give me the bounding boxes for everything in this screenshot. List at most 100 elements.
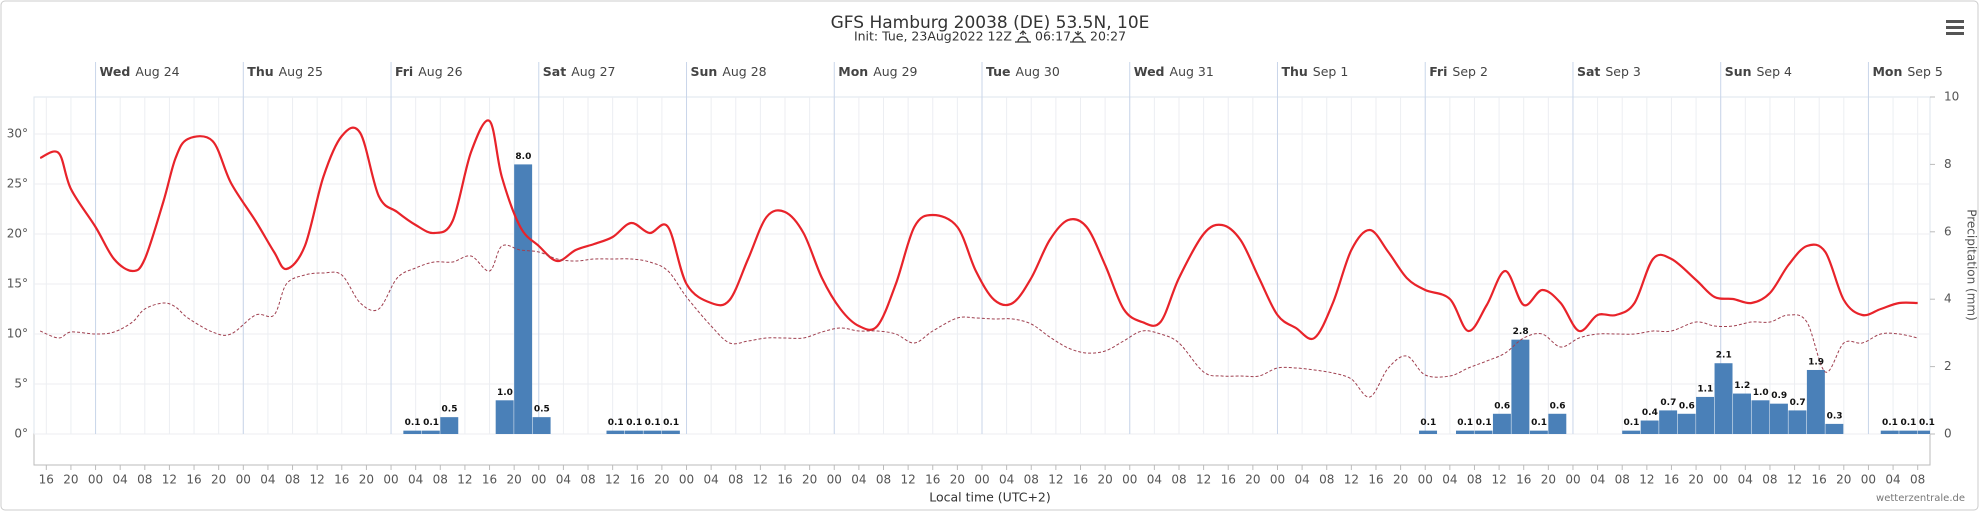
bar-value-label: 2.1 (1716, 351, 1732, 361)
y-tick-label: 15° (7, 277, 28, 291)
bar-value-label: 0.1 (423, 418, 439, 428)
bar-value-label: 0.6 (1550, 401, 1566, 411)
x-tick-label: 12 (162, 473, 177, 487)
day-label: Mon Aug 29 (838, 64, 917, 79)
precip-bar (532, 417, 551, 434)
x-tick-label: 08 (876, 473, 891, 487)
day-label: Sat Sep 3 (1577, 64, 1641, 79)
date: Aug 29 (873, 64, 917, 79)
date: Sep 4 (1757, 64, 1793, 79)
bar-value-label: 0.1 (663, 418, 679, 428)
date: Sep 3 (1605, 64, 1641, 79)
x-tick-label: 00 (383, 473, 398, 487)
precip-bar (1548, 413, 1567, 434)
x-tick-label: 08 (1910, 473, 1925, 487)
date: Aug 28 (722, 64, 766, 79)
bar-value-label: 0.1 (405, 418, 421, 428)
x-tick-label: 12 (753, 473, 768, 487)
menu-button[interactable] (1946, 20, 1964, 35)
bar-value-label: 0.7 (1790, 398, 1806, 408)
y-tick-label: 20° (7, 227, 28, 241)
x-tick-label: 16 (1073, 473, 1088, 487)
x-tick-label: 20 (1097, 473, 1112, 487)
x-tick-label: 04 (260, 473, 275, 487)
x-tick-label: 00 (974, 473, 989, 487)
date: Aug 25 (279, 64, 323, 79)
sunrise: 06:17 (1035, 29, 1071, 44)
precip-bar (1788, 410, 1807, 434)
x-tick-label: 12 (1196, 473, 1211, 487)
bar-value-label: 0.1 (1420, 418, 1436, 428)
bar-value-label: 0.1 (1882, 418, 1898, 428)
bar-value-label: 0.1 (645, 418, 661, 428)
x-tick-label: 04 (113, 473, 128, 487)
x-tick-label: 04 (1885, 473, 1900, 487)
precip-bar (495, 400, 514, 434)
x-tick-label: 20 (1836, 473, 1851, 487)
x-tick-label: 20 (802, 473, 817, 487)
x-tick-label: 16 (39, 473, 54, 487)
precip-bar (514, 164, 533, 434)
day-label: Mon Sep 5 (1872, 64, 1942, 79)
precip-bar (606, 430, 625, 434)
precip-bar (1880, 430, 1899, 434)
x-tick-label: 16 (1368, 473, 1383, 487)
x-tick-label: 00 (236, 473, 251, 487)
x-tick-label: 12 (605, 473, 620, 487)
sunset: 20:27 (1090, 29, 1126, 44)
precip-bar (643, 430, 662, 434)
weekday: Sat (543, 64, 566, 79)
x-tick-label: 12 (1639, 473, 1654, 487)
x-tick-label: 08 (1319, 473, 1334, 487)
x-tick-label: 20 (1688, 473, 1703, 487)
precip-bar (624, 430, 643, 434)
weekday: Fri (395, 64, 413, 79)
date: Aug 30 (1016, 64, 1060, 79)
x-tick-label: 00 (1122, 473, 1137, 487)
precip-bar (1492, 413, 1511, 434)
day-label: Sun Sep 4 (1725, 64, 1792, 79)
weekday: Mon (1872, 64, 1902, 79)
x-tick-label: 20 (359, 473, 374, 487)
temperature-line (39, 119, 1918, 341)
precip-bar (1659, 410, 1678, 434)
day-label: Tue Aug 30 (986, 64, 1060, 79)
x-tick-label: 04 (1738, 473, 1753, 487)
sunrise-icon (1015, 30, 1031, 43)
x-tick-label: 08 (1024, 473, 1039, 487)
bar-value-label: 0.6 (1679, 401, 1695, 411)
sunset-icon (1070, 31, 1086, 43)
precip-bar (1419, 430, 1438, 434)
y2-tick-label: 8 (1944, 157, 1952, 171)
x-tick-label: 00 (1270, 473, 1285, 487)
x-tick-label: 12 (1787, 473, 1802, 487)
x-tick-label: 00 (679, 473, 694, 487)
chart-title: GFS Hamburg 20038 (DE) 53.5N, 10E (831, 13, 1150, 33)
precip-bar (403, 430, 422, 434)
weekday: Sun (1725, 64, 1752, 79)
precip-bar (1714, 363, 1733, 434)
x-tick-label: 16 (186, 473, 201, 487)
x-tick-label: 04 (1442, 473, 1457, 487)
bar-value-label: 1.0 (497, 388, 513, 398)
date: Aug 24 (135, 64, 179, 79)
x-tick-label: 16 (1664, 473, 1679, 487)
bar-value-label: 1.9 (1808, 357, 1824, 367)
plot (39, 119, 1930, 434)
x-tick-label: 16 (630, 473, 645, 487)
x-tick-label: 12 (1344, 473, 1359, 487)
bar-value-label: 0.3 (1827, 411, 1843, 421)
y-tick-label: 5° (14, 377, 28, 391)
day-label: Wed Aug 31 (1134, 64, 1214, 79)
dewpoint-line (39, 244, 1918, 398)
x-tick-label: 16 (1516, 473, 1531, 487)
precip-bar (1917, 430, 1930, 434)
x-tick-label: 08 (1467, 473, 1482, 487)
bar-value-label: 1.0 (1753, 388, 1769, 398)
day-label: Wed Aug 24 (100, 64, 180, 79)
x-tick-label: 16 (1221, 473, 1236, 487)
bar-value-label: 2.8 (1513, 327, 1529, 337)
precip-bar (1456, 430, 1474, 434)
x-tick-label: 08 (433, 473, 448, 487)
